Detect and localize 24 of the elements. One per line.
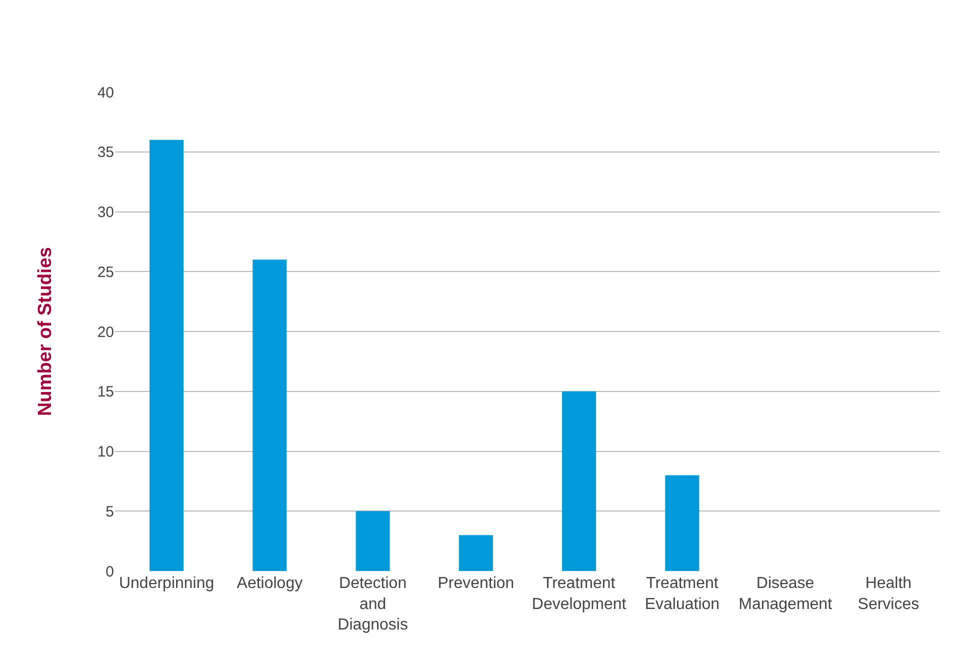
y-tick-label: 15 (97, 384, 114, 401)
bar (356, 511, 390, 571)
x-tick-label: Aetiology (236, 575, 303, 592)
bar (150, 140, 184, 571)
x-tick-label: Disease Management (738, 575, 833, 613)
y-tick-label: 35 (97, 144, 114, 162)
x-tick-label: Health Services (858, 575, 920, 613)
y-axis-title: Number of Studies (35, 247, 56, 416)
x-tick-label: Detection and Diagnosis (338, 575, 408, 634)
x-tick-label: Treatment Evaluation (644, 575, 720, 613)
x-tick-label: Underpinning (118, 575, 214, 592)
bar (458, 535, 493, 571)
bar (665, 475, 700, 571)
x-tick-label: Prevention (438, 575, 514, 592)
bar (252, 260, 287, 571)
y-tick-label: 5 (106, 503, 114, 520)
y-tick-label: 25 (97, 264, 114, 281)
x-tick-label: Treatment Development (532, 575, 627, 613)
y-tick-label: 30 (97, 204, 114, 221)
y-tick-label: 40 (97, 84, 114, 102)
y-tick-label: 20 (97, 324, 114, 341)
y-tick-label: 10 (97, 444, 114, 460)
y-tick-label: 0 (106, 563, 114, 580)
bar (562, 391, 596, 571)
